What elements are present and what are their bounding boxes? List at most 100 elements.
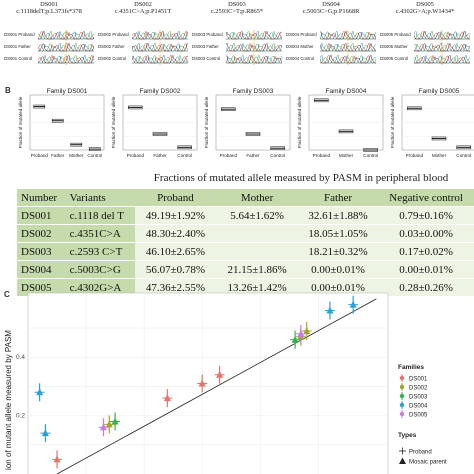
table-row: DS003 c.2593 C>T 46.10±2.65% 18.21±0.32% 0.1…: [17, 242, 474, 261]
table-cell: 18.21±0.32%: [297, 242, 379, 261]
trace-label: DS003 Proband: [192, 32, 223, 37]
family-id: DS005: [416, 1, 434, 8]
legend-types-title: Types: [398, 432, 417, 439]
chromatogram-trace: [226, 42, 282, 53]
table-cell: 5.64±1.62%: [216, 206, 298, 225]
table-header-cell: Father: [297, 188, 379, 207]
table-row: DS005 c.4302G>A 47.36±2.55% 13.26±1.42% 0.00…: [17, 278, 474, 296]
scatter-point-ds003: [110, 412, 121, 431]
table-cell: [216, 224, 298, 243]
boxplot-group-label: Father: [246, 153, 260, 158]
table-header-cell: Proband: [134, 188, 217, 207]
scatter-point-ds001: [197, 374, 208, 393]
boxplot-ylabel: Fraction of mutated allele: [111, 96, 116, 148]
family-variant: c.4302G>A;p.W1434*: [395, 8, 455, 15]
table-caption: Fractions of mutated allele measured by …: [128, 170, 474, 187]
boxplot-group-label: Proband: [406, 153, 424, 158]
svg-text:DS004: DS004: [409, 403, 428, 409]
chromatogram-trace: [320, 54, 376, 65]
table-cell: 0.28±0.26%: [378, 278, 474, 296]
boxplot-ylabel: Fraction of mutated allele: [204, 96, 209, 148]
y-tick-label: 0.4: [16, 354, 25, 361]
family-variant: c.2593C>T;p.R865*: [210, 8, 264, 15]
boxplot-ylabel: Fraction of mutated allele: [18, 96, 23, 148]
chromatogram-trace: [38, 42, 94, 53]
family-header: DS005 c.4302G>A;p.W1434*: [380, 1, 470, 15]
scatter-point-ds002: [301, 321, 312, 340]
family-variant: c.4351C>A;p.P1451T: [114, 8, 172, 15]
boxplot-group-label: Mother: [432, 153, 447, 158]
table-cell: 0.00±0.01%: [378, 260, 474, 279]
chromatogram-trace: [320, 30, 376, 41]
scatter-point-ds004: [348, 295, 359, 314]
family-variant: c.1118delT;p.L373fs*378: [16, 8, 82, 15]
pasm-table: Number Variants Proband Mother Father Negativ…: [17, 187, 474, 296]
table-cell: 47.36±2.55%: [134, 278, 217, 296]
boxplot-group-label: Father: [153, 153, 167, 158]
boxplot-panel: Family DS002 Fraction of mutated allele Pr…: [111, 88, 198, 158]
scatter-point-ds001: [162, 389, 173, 408]
table-cell: 21.15±1.86%: [216, 260, 298, 279]
scatter-point-ds004: [34, 383, 45, 402]
boxplot-title: Family DS003: [233, 88, 274, 95]
scatter-point-ds001: [52, 450, 63, 469]
boxplot-group-label: Control: [363, 153, 378, 158]
table-cell: c.4302G>A: [65, 278, 135, 296]
boxplot-title: Family DS002: [140, 88, 181, 95]
table-cell: c.5003C>G: [65, 260, 135, 279]
chromatogram-trace: [132, 54, 188, 65]
legend-item-ds004: DS004: [399, 401, 428, 409]
table-cell: DS002: [17, 224, 66, 243]
table-row: DS004 c.5003C>G 56.07±0.78% 21.15±1.86% 0.00…: [17, 260, 474, 279]
table-cell: 13.26±1.42%: [216, 278, 298, 296]
table-cell: 0.03±0.00%: [378, 224, 474, 243]
table-cell: DS001: [17, 206, 66, 225]
table-header-cell: Negative control: [378, 188, 474, 207]
chromatogram-trace: [320, 42, 376, 53]
boxplot-ylabel: Fraction of mutated allele: [297, 96, 302, 148]
chromatogram-trace: [132, 30, 188, 41]
table-cell: 32.61±1.88%: [297, 206, 379, 225]
table-header-cell: Variants: [65, 188, 135, 207]
scatter-point-ds005: [295, 324, 306, 343]
legend-item-ds001: DS001: [399, 374, 428, 382]
boxplot-group-label: Control: [177, 153, 192, 158]
trace-label: DS001 Proband: [4, 32, 35, 37]
trace-label: DS002 Control: [98, 56, 127, 61]
family-header: DS002 c.4351C>A;p.P1451T: [98, 1, 188, 15]
chromatogram-trace: [226, 30, 282, 41]
y-tick-label: 0.2: [16, 413, 25, 420]
boxplot-panel: Family DS004 Fraction of mutated allele Pr…: [297, 88, 384, 158]
boxplot-panel: Family DS005 Fraction of mutated allele Pr…: [390, 88, 474, 158]
scatter-point-ds005: [98, 418, 109, 437]
svg-text:Proband: Proband: [409, 449, 432, 455]
table-header-cell: Mother: [216, 188, 298, 207]
chromatogram-trace: [414, 42, 470, 53]
table-cell: [216, 242, 298, 261]
family-header: DS001 c.1118delT;p.L373fs*378: [4, 1, 94, 15]
table-cell: 46.10±2.65%: [134, 242, 217, 261]
table-cell: DS003: [17, 242, 66, 261]
panel-b-letter: B: [5, 86, 11, 95]
boxplot-group-label: Mother: [69, 153, 84, 158]
table-cell: DS005: [17, 278, 66, 296]
legend-families-title: Families: [398, 364, 424, 371]
trace-label: DS003 Control: [192, 56, 221, 61]
table-cell: 49.19±1.92%: [134, 206, 217, 225]
trace-label: DS002 Father: [98, 44, 125, 49]
table-cell: 56.07±0.78%: [134, 260, 217, 279]
scatter-point-ds004: [324, 301, 335, 320]
legend-item-ds002: DS002: [399, 383, 428, 391]
boxplot-group-label: Proband: [31, 153, 49, 158]
table-cell: 0.17±0.02%: [378, 242, 474, 261]
chromatogram-trace: [414, 54, 470, 65]
chromatogram-trace: [38, 54, 94, 65]
boxplot-group-label: Mother: [339, 153, 354, 158]
boxplot-group-label: Control: [456, 153, 471, 158]
table-cell: c.2593 C>T: [65, 242, 135, 261]
family-header: DS003 c.2593C>T;p.R865*: [192, 1, 282, 15]
family-id: DS001: [40, 1, 58, 8]
table-cell: 18.05±1.05%: [297, 224, 379, 243]
trace-label: DS005 Control: [380, 56, 409, 61]
